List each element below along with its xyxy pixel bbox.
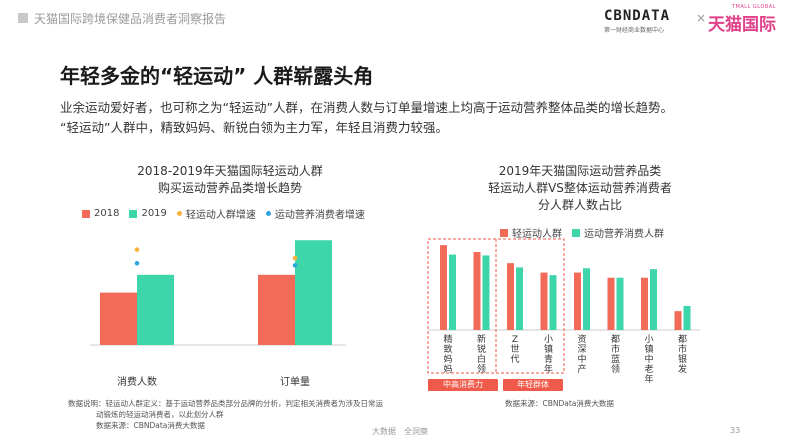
left-note-line2: 动锻炼的轻运动消费者，以此划分人群 (96, 410, 224, 419)
bar-轻运动人群-精致妈妈 (440, 245, 447, 330)
tmall-global-en: TMALL GLOBAL (731, 4, 776, 10)
marker-运动营养消费者增速-订单量 (292, 263, 298, 268)
x-tick-label-精致妈妈: 精致妈妈 (443, 333, 452, 375)
right-chart-title-line2: 轻运动人群VS整体运动营养消费者 (488, 181, 672, 195)
bar-轻运动人群-小镇中老年 (641, 277, 648, 330)
intro-line-2: “轻运动”人群中，精致妈妈、新锐白领为主力军，年轻且消费力较强。 (60, 120, 448, 135)
left-chart-legend: 2018 2019 轻运动人群增速 运动营养消费者增速 (82, 206, 375, 221)
left-chart-note: 数据说明：轻运动人群定义：基于运动营养品类部分品牌的分析，判定相关消费者为涉及日… (68, 398, 383, 431)
bar-2018-订单量 (258, 274, 295, 345)
left-chart-title: 2018-2019年天猫国际轻运动人群 购买运动营养品类增长趋势 (110, 163, 350, 197)
right-chart-note: 数据来源：CBNData消费大数据 (505, 399, 614, 408)
bar-2019-订单量 (295, 240, 332, 345)
legend-swatch-2018 (82, 209, 90, 218)
bar-运动营养消费人群-都市蓝领 (616, 277, 624, 330)
report-title: 天猫国际跨境保健品消费者洞察报告 (34, 12, 227, 26)
legend-dot-blue (265, 211, 271, 216)
bar-运动营养消费人群-精致妈妈 (449, 254, 456, 330)
right-chart-title-line3: 分人群人数占比 (537, 198, 622, 212)
tmall-global-logo: TMALL GLOBAL 天猫国际 (708, 4, 776, 35)
legend-label-light-sport: 轻运动人群 (512, 229, 562, 240)
legend-swatch-sport-nutrition (572, 228, 580, 237)
x-tick-label-Z世代: Z 世代 (510, 335, 519, 365)
bar-2019-消费人数 (137, 274, 174, 345)
x-tick-label-都市银发: 都市银发 (678, 334, 687, 375)
right-chart-title: 2019年天猫国际运动营养品类 轻运动人群VS整体运动营养消费者 分人群人数占比 (460, 163, 700, 214)
x-tick-label-都市蓝领: 都市蓝领 (611, 334, 620, 375)
cbndata-logo: CBNDATA 第一财经商业数据中心 (604, 8, 670, 34)
legend-swatch-light-sport (500, 228, 508, 237)
legend-label-light-sport-growth: 轻运动人群增速 (185, 210, 256, 221)
page-headline: 年轻多金的“轻运动” 人群崭露头角 (60, 64, 374, 88)
x-tick-label-新锐白领: 新锐白领 (477, 333, 486, 375)
marker-轻运动人群增速-消费人数 (134, 247, 140, 252)
bar-运动营养消费人群-资深中产 (583, 268, 590, 330)
bar-轻运动人群-都市蓝领 (607, 277, 615, 330)
bar-轻运动人群-新锐白领 (473, 252, 481, 330)
bar-轻运动人群-Z世代 (507, 263, 514, 330)
legend-dot-orange (176, 211, 182, 216)
logo-separator: × (696, 11, 707, 25)
bar-运动营养消费人群-新锐白领 (482, 255, 490, 330)
cbndata-subtitle: 第一财经商业数据中心 (604, 27, 665, 34)
tag-high-spending: 中高消费力 (428, 379, 498, 391)
legend-item-2018: 2018 (82, 208, 119, 219)
marker-运动营养消费者增速-消费人数 (134, 260, 140, 266)
legend-swatch-2019 (129, 209, 138, 218)
bar-运动营养消费人群-小镇青年 (549, 275, 557, 330)
intro-line-1: 业余运动爱好者，也可称之为“轻运动”人群，在消费人数与订单量增速上均高于运动营养… (60, 100, 673, 115)
legend-label-2018: 2018 (94, 208, 120, 219)
bar-轻运动人群-小镇青年 (540, 272, 548, 330)
x-tick-label-消费人数: 消费人数 (117, 375, 157, 388)
top-bar: 天猫国际跨境保健品消费者洞察报告 CBNDATA 第一财经商业数据中心 × TM… (0, 0, 800, 35)
right-chart-title-line1: 2019年天猫国际运动营养品类 (498, 164, 662, 178)
page-number: 33 (730, 426, 741, 435)
footer-slogan: 大数据 全洞察 (372, 427, 428, 436)
tmall-global-cn: 天猫国际 (708, 15, 776, 35)
left-chart-title-line2: 购买运动营养品类增长趋势 (157, 181, 302, 195)
bar-运动营养消费人群-小镇中老年 (650, 269, 657, 330)
x-tick-label-资深中产: 资深中产 (577, 334, 586, 375)
cbndata-logo-text: CBNDATA (604, 8, 671, 24)
bar-2018-消费人数 (100, 292, 137, 345)
legend-item-light-sport: 轻运动人群 (500, 225, 562, 240)
left-note-line3: 数据来源：CBNData消费大数据 (96, 421, 205, 430)
x-tick-label-小镇青年: 小镇青年 (544, 334, 553, 375)
legend-label-consumer-growth: 运动营养消费者增速 (274, 210, 365, 221)
right-chart-legend: 轻运动人群 运动营养消费人群 (500, 225, 674, 240)
intro-text: 业余运动爱好者，也可称之为“轻运动”人群，在消费人数与订单量增速上均高于运动营养… (60, 98, 673, 138)
x-tick-label-订单量: 订单量 (280, 376, 310, 388)
bar-运动营养消费人群-都市银发 (683, 306, 691, 330)
left-note-line1: 数据说明：轻运动人群定义：基于运动营养品类部分品牌的分析，判定相关消费者为涉及日… (68, 399, 383, 408)
legend-item-consumer-growth: 运动营养消费者增速 (265, 206, 365, 221)
header-accent (18, 13, 28, 23)
legend-label-sport-nutrition: 运动营养消费人群 (584, 229, 664, 240)
legend-label-2019: 2019 (141, 208, 167, 219)
legend-item-sport-nutrition: 运动营养消费人群 (572, 225, 664, 240)
bar-轻运动人群-资深中产 (574, 272, 581, 330)
tag-young-group: 年轻群体 (503, 379, 563, 391)
x-tick-label-小镇中老年: 小镇中老年 (644, 334, 653, 385)
left-chart-title-line1: 2018-2019年天猫国际轻运动人群 (137, 164, 323, 178)
legend-item-light-sport-growth: 轻运动人群增速 (176, 206, 256, 221)
bar-运动营养消费人群-Z世代 (516, 267, 523, 330)
marker-轻运动人群增速-订单量 (292, 255, 298, 261)
bar-轻运动人群-都市银发 (674, 311, 682, 330)
legend-item-2019: 2019 (129, 208, 167, 219)
